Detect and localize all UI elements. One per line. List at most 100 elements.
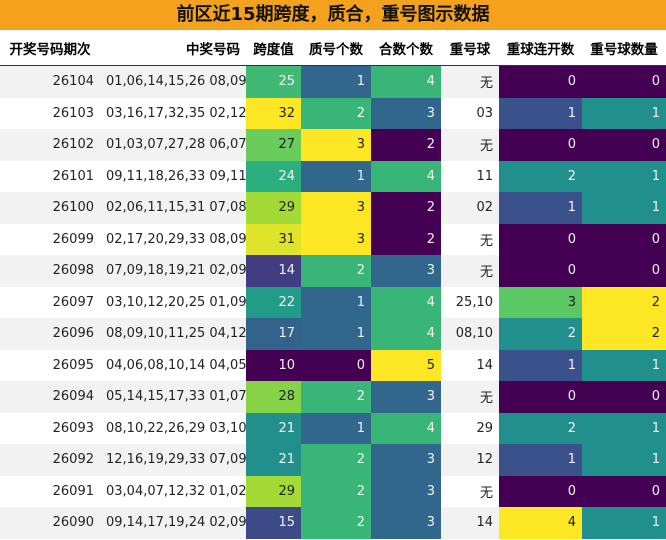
header-row: 开奖号码期次 中奖号码 跨度值 质号个数 合数个数 重号球 重球连开数 重号球数… — [0, 31, 666, 66]
cell-numbers: 09,11,18,26,33 09,11 — [100, 160, 247, 192]
cell-repeat-streak: 1 — [499, 192, 582, 224]
chart-title: 前区近15期跨度，质合，重号图示数据 — [0, 0, 666, 31]
cell-repeat-count: 0 — [582, 129, 666, 161]
cell-span: 29 — [246, 475, 301, 507]
cell-repeat-ball: 12 — [441, 444, 499, 476]
cell-period: 26093 — [0, 412, 100, 444]
cell-repeat-ball: 08,10 — [441, 318, 499, 350]
cell-repeat-count: 2 — [582, 286, 666, 318]
col-header-repeat-streak: 重球连开数 — [499, 31, 582, 66]
cell-prime-count: 2 — [301, 97, 371, 129]
cell-repeat-streak: 1 — [499, 349, 582, 381]
cell-repeat-streak: 2 — [499, 412, 582, 444]
cell-period: 26101 — [0, 160, 100, 192]
cell-period: 26097 — [0, 286, 100, 318]
cell-prime-count: 1 — [301, 412, 371, 444]
table-row: 26090 09,14,17,19,24 02,09 15 2 3 14 4 1 — [0, 507, 666, 539]
cell-composite-count: 4 — [371, 160, 441, 192]
col-header-composite-count: 合数个数 — [371, 31, 441, 66]
cell-repeat-streak: 4 — [499, 507, 582, 539]
cell-repeat-count: 1 — [582, 97, 666, 129]
table-row: 26104 01,06,14,15,26 08,09 25 1 4 无 0 0 — [0, 65, 666, 98]
data-table: 开奖号码期次 中奖号码 跨度值 质号个数 合数个数 重号球 重球连开数 重号球数… — [0, 31, 666, 539]
cell-repeat-ball: 14 — [441, 507, 499, 539]
table-row: 26098 07,09,18,19,21 02,09 14 2 3 无 0 0 — [0, 255, 666, 287]
cell-composite-count: 4 — [371, 65, 441, 98]
cell-span: 25 — [246, 65, 301, 98]
table-row: 26101 09,11,18,26,33 09,11 24 1 4 11 2 1 — [0, 160, 666, 192]
table-row: 26102 01,03,07,27,28 06,07 27 3 2 无 0 0 — [0, 129, 666, 161]
cell-period: 26099 — [0, 223, 100, 255]
cell-span: 24 — [246, 160, 301, 192]
cell-repeat-streak: 1 — [499, 97, 582, 129]
cell-repeat-ball: 无 — [441, 381, 499, 413]
cell-span: 29 — [246, 192, 301, 224]
cell-repeat-streak: 0 — [499, 129, 582, 161]
col-header-repeat-ball: 重号球 — [441, 31, 499, 66]
cell-prime-count: 2 — [301, 381, 371, 413]
cell-repeat-count: 1 — [582, 192, 666, 224]
cell-repeat-count: 1 — [582, 507, 666, 539]
cell-prime-count: 1 — [301, 160, 371, 192]
cell-period: 26092 — [0, 444, 100, 476]
cell-period: 26096 — [0, 318, 100, 350]
cell-composite-count: 3 — [371, 381, 441, 413]
table-row: 26097 03,10,12,20,25 01,09 22 1 4 25,10 3 2 — [0, 286, 666, 318]
cell-repeat-count: 0 — [582, 475, 666, 507]
cell-composite-count: 3 — [371, 444, 441, 476]
cell-composite-count: 3 — [371, 507, 441, 539]
cell-composite-count: 4 — [371, 286, 441, 318]
table-row: 26100 02,06,11,15,31 07,08 29 3 2 02 1 1 — [0, 192, 666, 224]
cell-repeat-streak: 1 — [499, 444, 582, 476]
cell-period: 26104 — [0, 65, 100, 98]
cell-numbers: 01,06,14,15,26 08,09 — [100, 65, 247, 98]
cell-repeat-streak: 0 — [499, 475, 582, 507]
cell-period: 26103 — [0, 97, 100, 129]
cell-span: 32 — [246, 97, 301, 129]
cell-repeat-streak: 0 — [499, 223, 582, 255]
cell-composite-count: 2 — [371, 192, 441, 224]
cell-repeat-count: 0 — [582, 255, 666, 287]
cell-prime-count: 3 — [301, 129, 371, 161]
table-row: 26092 12,16,19,29,33 07,09 21 2 3 12 1 1 — [0, 444, 666, 476]
cell-repeat-count: 0 — [582, 381, 666, 413]
cell-span: 28 — [246, 381, 301, 413]
cell-period: 26102 — [0, 129, 100, 161]
cell-span: 15 — [246, 507, 301, 539]
cell-composite-count: 4 — [371, 318, 441, 350]
cell-numbers: 09,14,17,19,24 02,09 — [100, 507, 247, 539]
table-body: 26104 01,06,14,15,26 08,09 25 1 4 无 0 0 26103 03,… — [0, 65, 666, 539]
table-row: 26094 05,14,15,17,33 01,07 28 2 3 无 0 0 — [0, 381, 666, 413]
cell-numbers: 02,17,20,29,33 08,09 — [100, 223, 247, 255]
cell-span: 22 — [246, 286, 301, 318]
cell-repeat-ball: 03 — [441, 97, 499, 129]
cell-repeat-ball: 25,10 — [441, 286, 499, 318]
cell-numbers: 08,10,22,26,29 03,10 — [100, 412, 247, 444]
cell-span: 17 — [246, 318, 301, 350]
cell-period: 26091 — [0, 475, 100, 507]
cell-numbers: 05,14,15,17,33 01,07 — [100, 381, 247, 413]
cell-span: 21 — [246, 412, 301, 444]
cell-repeat-streak: 0 — [499, 65, 582, 98]
cell-numbers: 04,06,08,10,14 04,05 — [100, 349, 247, 381]
cell-repeat-ball: 14 — [441, 349, 499, 381]
table-row: 26103 03,16,17,32,35 02,12 32 2 3 03 1 1 — [0, 97, 666, 129]
cell-prime-count: 2 — [301, 255, 371, 287]
cell-prime-count: 2 — [301, 444, 371, 476]
col-header-repeat-count: 重号球数量 — [582, 31, 666, 66]
table-row: 26091 03,04,07,12,32 01,02 29 2 3 无 0 0 — [0, 475, 666, 507]
table-row: 26096 08,09,10,11,25 04,12 17 1 4 08,10 2 2 — [0, 318, 666, 350]
cell-numbers: 02,06,11,15,31 07,08 — [100, 192, 247, 224]
cell-period: 26090 — [0, 507, 100, 539]
cell-period: 26094 — [0, 381, 100, 413]
cell-prime-count: 2 — [301, 507, 371, 539]
cell-repeat-count: 0 — [582, 65, 666, 98]
table-row: 26093 08,10,22,26,29 03,10 21 1 4 29 2 1 — [0, 412, 666, 444]
table-row: 26095 04,06,08,10,14 04,05 10 0 5 14 1 1 — [0, 349, 666, 381]
cell-repeat-ball: 02 — [441, 192, 499, 224]
cell-period: 26098 — [0, 255, 100, 287]
cell-composite-count: 3 — [371, 475, 441, 507]
cell-composite-count: 3 — [371, 97, 441, 129]
cell-span: 14 — [246, 255, 301, 287]
cell-span: 21 — [246, 444, 301, 476]
